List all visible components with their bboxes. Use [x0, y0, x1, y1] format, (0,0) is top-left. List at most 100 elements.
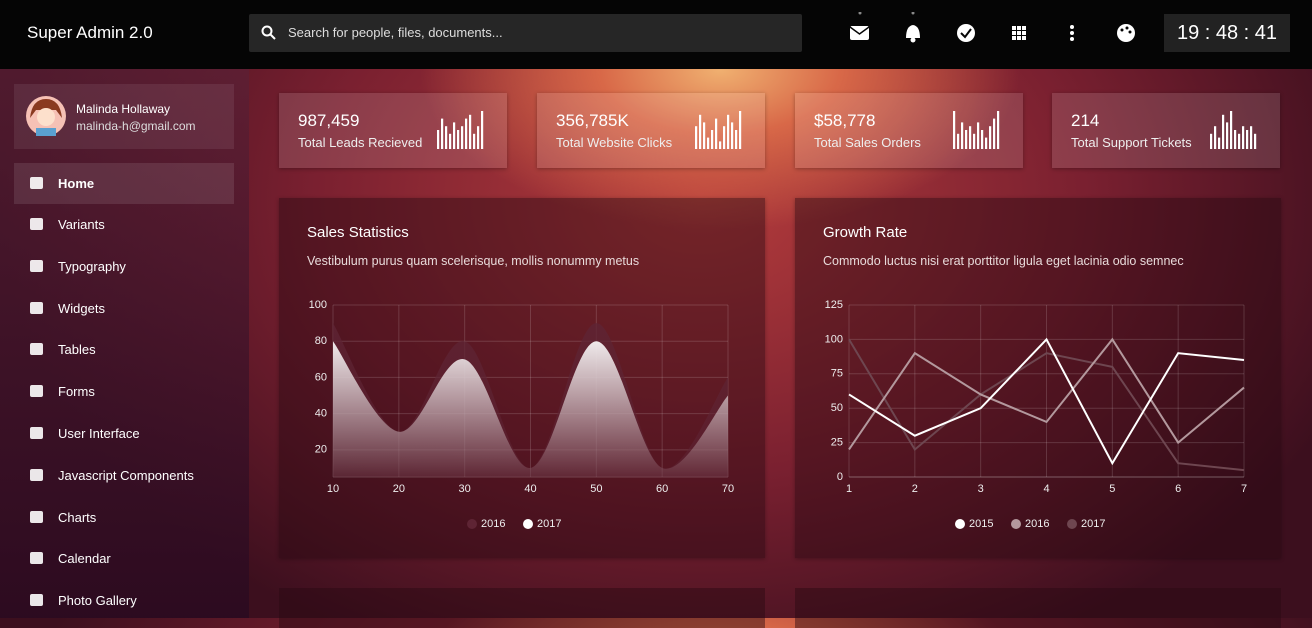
spark-bar: [1226, 122, 1229, 149]
x-tick-label: 5: [1109, 483, 1115, 495]
y-tick-label: 40: [315, 408, 327, 420]
line: [848, 337, 1245, 451]
legend-label: 2017: [1081, 518, 1105, 530]
y-tick-label: 50: [831, 402, 843, 414]
nav-item[interactable]: Forms: [14, 371, 234, 413]
spark-bar: [449, 133, 452, 149]
nav-item[interactable]: Charts: [14, 497, 234, 539]
spark-bar: [957, 133, 960, 149]
chart: 0 25 50 75 100 125 1 2 3 4 5 6 7 2015 2016 2017: [825, 299, 1247, 530]
user-email: malinda-h@gmail.com: [76, 119, 196, 133]
nav-item[interactable]: Javascript Components: [14, 455, 234, 497]
spark-bar: [481, 111, 484, 149]
spark-bar: [985, 137, 988, 149]
user-name: Malinda Hollaway: [76, 102, 171, 116]
toolbar-icons[interactable]: [840, 12, 1140, 52]
nav-icon: [30, 552, 43, 565]
nav-icon: [30, 301, 43, 314]
spark-bar: [961, 122, 964, 149]
nav-item[interactable]: Home: [14, 163, 234, 204]
x-tick-label: 50: [590, 483, 602, 495]
card: [795, 588, 1281, 628]
legend-label: 2016: [481, 518, 505, 530]
brand[interactable]: Super Admin 2.0: [27, 23, 153, 42]
spark-bar: [1242, 126, 1245, 149]
nav-item[interactable]: Widgets: [14, 288, 234, 330]
legend-item[interactable]: 2015: [955, 518, 993, 530]
y-tick-label: 20: [315, 444, 327, 456]
stat-value: 987,459: [298, 111, 360, 130]
nav-label: Home: [58, 176, 95, 191]
stat-card: $58,778 Total Sales Orders: [795, 93, 1023, 168]
legend-item[interactable]: 2017: [1067, 518, 1105, 530]
line: [848, 338, 1245, 472]
spark-bar: [457, 130, 460, 149]
spark-bar: [1214, 126, 1217, 149]
top-bar: Super Admin 2.0 Search for people, files…: [0, 0, 1312, 69]
legend-item[interactable]: 2016: [1011, 518, 1049, 530]
nav-label: Javascript Components: [58, 467, 194, 483]
stat-label: Total Sales Orders: [814, 135, 921, 150]
nav-icon: [30, 594, 43, 607]
x-tick-label: 10: [327, 483, 339, 495]
search-box[interactable]: Search for people, files, documents...: [249, 14, 802, 52]
legend-label: 2015: [969, 518, 993, 530]
spark-bar: [719, 141, 722, 149]
user-panel[interactable]: Malinda Hollaway malinda-h@gmail.com: [14, 84, 234, 149]
spark-bar: [973, 133, 976, 149]
chart-subtitle: Vestibulum purus quam scelerisque, molli…: [307, 254, 640, 268]
spark-bar: [473, 133, 476, 149]
x-tick-label: 40: [524, 483, 536, 495]
legend-item[interactable]: 2017: [523, 518, 561, 530]
nav-icon: [30, 426, 43, 439]
x-tick-label: 2: [912, 483, 918, 495]
legend-item[interactable]: 2016: [467, 518, 505, 530]
y-tick-label: 100: [825, 333, 843, 345]
nav-item[interactable]: Tables: [14, 329, 234, 371]
spark-bar: [1230, 111, 1233, 149]
spark-bar: [695, 126, 698, 149]
nav-item[interactable]: Variants: [14, 204, 234, 246]
spark-bar: [707, 137, 710, 149]
stat-value: 214: [1071, 111, 1100, 130]
card: [279, 588, 765, 628]
spark-bar: [727, 114, 730, 149]
chart-title: Growth Rate: [823, 224, 908, 241]
spark-bar: [699, 114, 702, 149]
x-tick-label: 1: [846, 483, 852, 495]
spark-bar: [997, 111, 1000, 149]
spark-bar: [1246, 130, 1249, 149]
y-tick-label: 75: [831, 368, 843, 380]
spark-bar: [965, 130, 968, 149]
stat-card: 214 Total Support Tickets: [1052, 93, 1280, 168]
chart-card: Sales Statistics Vestibulum purus quam sc…: [279, 198, 765, 558]
spark-bar: [715, 118, 718, 149]
clock: 19 : 48 : 41: [1164, 14, 1290, 52]
x-tick-label: 7: [1241, 483, 1247, 495]
nav-item[interactable]: Calendar: [14, 538, 234, 580]
sidebar: Malinda Hollaway malinda-h@gmail.com Hom…: [0, 69, 249, 618]
nav-item[interactable]: Photo Gallery: [14, 580, 234, 622]
x-tick-label: 20: [393, 483, 405, 495]
nav-label: Charts: [58, 509, 97, 525]
nav-item[interactable]: User Interface: [14, 413, 234, 455]
sparkline: [1210, 111, 1257, 149]
spark-bar: [437, 130, 440, 149]
x-tick-label: 4: [1043, 483, 1049, 495]
x-tick-label: 70: [722, 483, 734, 495]
spark-bar: [731, 122, 734, 149]
legend-swatch: [955, 519, 965, 529]
spark-bar: [953, 111, 956, 149]
nav-icon: [30, 218, 43, 230]
legend-label: 2017: [537, 518, 561, 530]
nav-item[interactable]: Typography: [14, 246, 234, 288]
stat-label: Total Support Tickets: [1071, 135, 1192, 150]
nav-label: Photo Gallery: [58, 593, 137, 609]
spark-bar: [969, 126, 972, 149]
line: [848, 337, 1245, 466]
spark-bar: [441, 118, 444, 149]
nav-icon: [30, 468, 43, 481]
sparkline: [695, 111, 742, 149]
sparkline: [953, 111, 1000, 149]
